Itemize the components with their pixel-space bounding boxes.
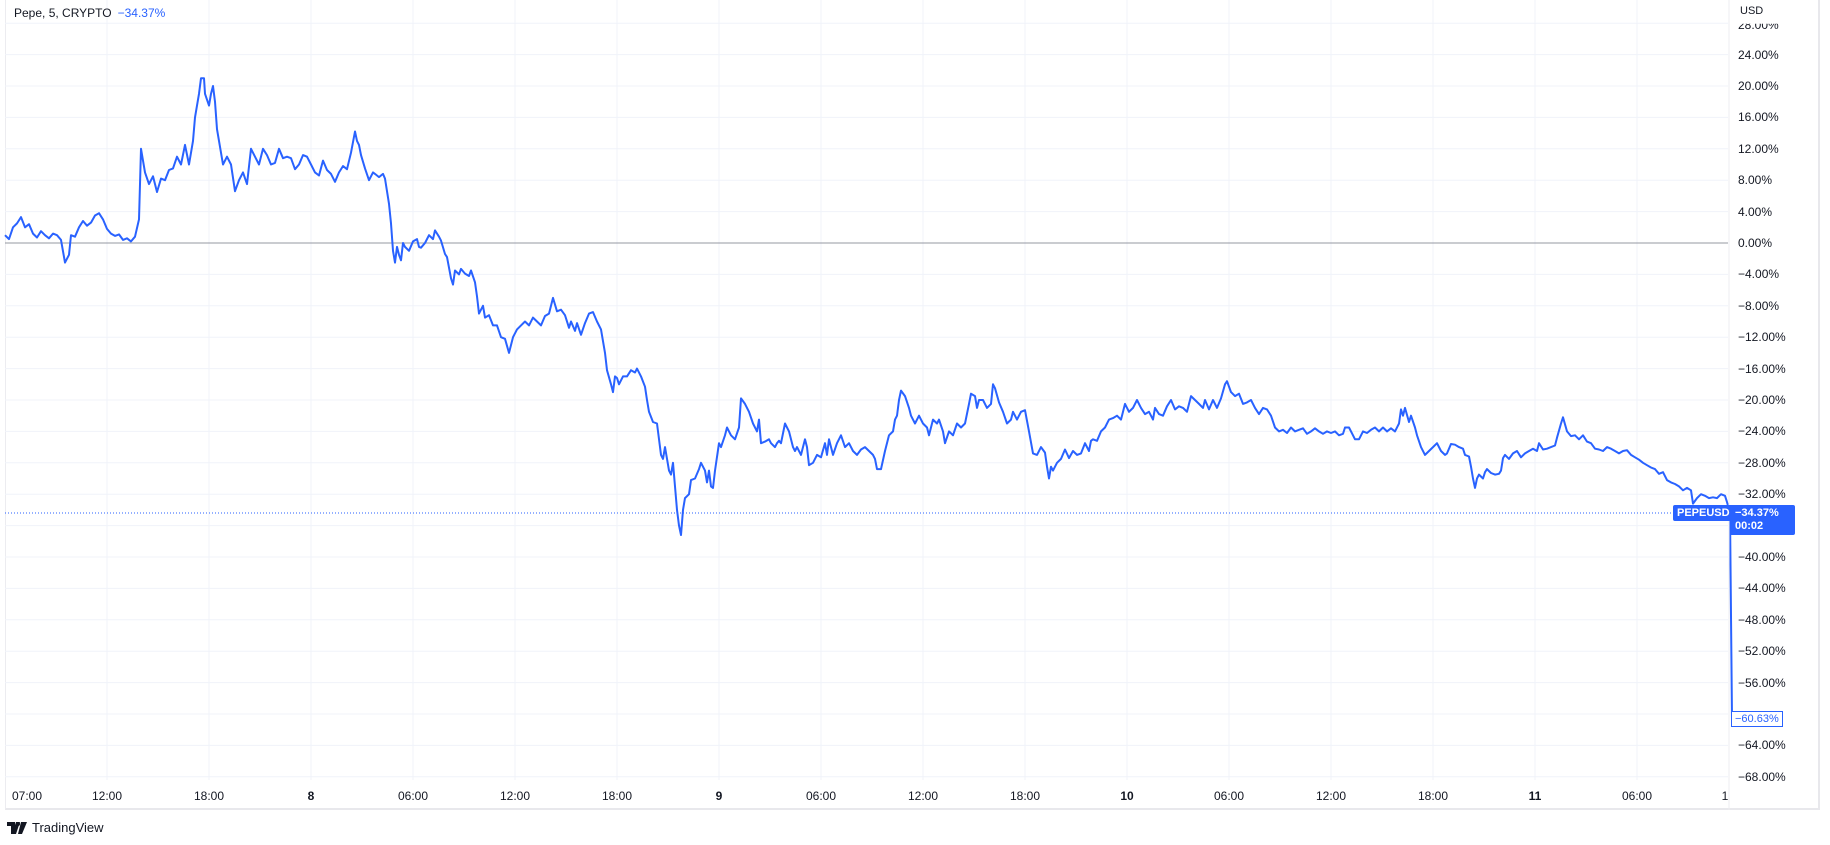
time-axis-tick: 12:00 — [91, 789, 123, 803]
time-axis-tick: 18:00 — [1417, 789, 1449, 803]
time-axis-tick: 9 — [715, 789, 723, 803]
time-axis-tick: 06:00 — [805, 789, 837, 803]
price-axis-tick: −28.00% — [1738, 455, 1786, 470]
currency-label[interactable]: USD — [1740, 5, 1764, 17]
price-axis-tick: −12.00% — [1738, 330, 1786, 345]
price-axis-tick: −16.00% — [1738, 361, 1786, 376]
time-axis-tick: 12:00 — [907, 789, 939, 803]
price-line-series — [4, 77, 1733, 719]
change-percent: −34.37% — [117, 6, 166, 20]
price-axis-tick: 20.00% — [1738, 79, 1779, 93]
price-axis-tick: 12.00% — [1738, 141, 1779, 156]
brand-name: TradingView — [32, 820, 104, 835]
last-price-label: −34.37% 00:02 — [1731, 505, 1795, 535]
time-axis-tick: 18:00 — [193, 789, 225, 803]
price-axis-tick: 16.00% — [1738, 110, 1779, 125]
time-axis-tick: 12:00 — [499, 789, 531, 803]
chart-frame[interactable] — [5, 0, 1820, 810]
price-axis-tick: −8.00% — [1738, 298, 1780, 313]
time-axis-tick: 18:00 — [1009, 789, 1041, 803]
time-axis-tick: 12:00 — [1315, 789, 1347, 803]
price-axis-tick: −4.00% — [1738, 267, 1780, 282]
price-axis-tick: −56.00% — [1738, 675, 1786, 690]
time-axis-tick: 8 — [307, 789, 315, 803]
price-axis-tick: 0.00% — [1738, 236, 1773, 250]
time-axis-tick: 07:00 — [11, 789, 43, 803]
tradingview-branding[interactable]: TradingView — [7, 820, 104, 835]
symbol-title: Pepe, 5, CRYPTO — [14, 6, 112, 20]
time-axis-tick: 10 — [1120, 789, 1134, 803]
time-axis-tick: 11 — [1528, 789, 1542, 803]
price-axis-tick: −44.00% — [1738, 581, 1786, 596]
tradingview-logo-icon — [7, 821, 27, 834]
price-axis-tick: 28.00% — [1738, 18, 1779, 33]
chart-legend: Pepe, 5, CRYPTO −34.37% — [14, 6, 165, 20]
price-axis-tick: −20.00% — [1738, 393, 1786, 407]
last-price-value: −34.37% — [1735, 507, 1779, 519]
price-axis-tick: 24.00% — [1738, 47, 1779, 62]
price-axis-tick: 8.00% — [1738, 173, 1773, 188]
bar-countdown: 00:02 — [1735, 520, 1764, 532]
price-axis-tick: −32.00% — [1738, 487, 1786, 502]
grid-lines — [5, 0, 1728, 780]
price-axis-tick: −52.00% — [1738, 644, 1786, 659]
price-axis-tick: −64.00% — [1738, 738, 1786, 753]
time-axis-tick: 18:00 — [601, 789, 633, 803]
time-axis-tick: 06:00 — [1621, 789, 1653, 803]
symbol-price-tag: PEPEUSD — [1673, 505, 1734, 521]
time-axis-tick: 06:00 — [397, 789, 429, 803]
low-price-label: −60.63% — [1731, 711, 1783, 727]
time-axis-tick: 06:00 — [1213, 789, 1245, 803]
price-axis-tick: 4.00% — [1738, 204, 1773, 219]
price-axis-tick: −40.00% — [1738, 550, 1786, 564]
price-axis-tick: −24.00% — [1738, 424, 1786, 439]
price-axis-tick: −48.00% — [1738, 612, 1786, 627]
price-axis-tick: −68.00% — [1738, 769, 1786, 784]
time-axis-tick: 1 — [1721, 789, 1729, 803]
